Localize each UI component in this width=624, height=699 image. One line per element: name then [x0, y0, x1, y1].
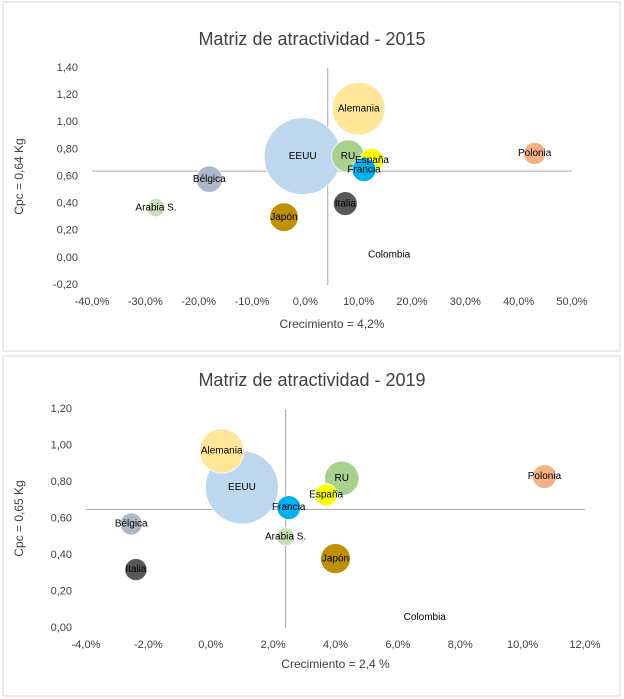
data-label: Arabia S.: [135, 202, 176, 213]
x-tick-label: -10,0%: [235, 296, 270, 308]
bubble: [276, 527, 296, 547]
bubble: [199, 428, 245, 474]
data-label: EEUU: [289, 151, 317, 162]
x-tick-label: -2,0%: [134, 639, 163, 651]
x-tick-label: 12,0%: [569, 639, 600, 651]
x-tick-label: 8,0%: [448, 639, 473, 651]
bubble: [119, 512, 143, 536]
data-label: Italia: [125, 564, 147, 575]
x-tick-label: 0,0%: [293, 296, 318, 308]
bubble: [532, 464, 557, 489]
x-tick-label: -40,0%: [75, 296, 110, 308]
bubble: [354, 249, 358, 253]
y-tick-label: 1,00: [57, 116, 78, 128]
x-axis-label: Crecimiento = 2,4 %: [281, 657, 390, 671]
x-tick-label: 2,0%: [261, 639, 286, 651]
bubble: [146, 198, 166, 218]
x-tick-label: -4,0%: [72, 639, 101, 651]
x-tick-label: 10,0%: [507, 639, 538, 651]
x-axis-label: Crecimiento = 4,2%: [279, 317, 384, 331]
x-tick-label: 50,0%: [556, 296, 587, 308]
chart-title: Matriz de atractividad - 2015: [198, 29, 425, 49]
x-tick-label: -30,0%: [128, 296, 163, 308]
data-label: Italia: [335, 198, 357, 209]
y-tick-label: 0,40: [57, 198, 78, 210]
y-axis-label: Cpc = 0,65 Kg: [12, 480, 26, 556]
bubble: [314, 483, 338, 507]
chart-title: Matriz de atractividad - 2019: [198, 370, 425, 390]
data-label: Alemania: [338, 103, 380, 114]
data-label: Japón: [322, 553, 349, 564]
data-label: Bélgica: [193, 174, 226, 185]
y-tick-label: 0,00: [51, 622, 72, 634]
y-tick-label: 1,40: [57, 62, 78, 74]
y-tick-label: 0,60: [51, 512, 72, 524]
bubble: [124, 558, 148, 582]
x-tick-label: 4,0%: [323, 639, 348, 651]
data-label: Polonia: [528, 471, 562, 482]
y-tick-label: 0,00: [57, 252, 78, 264]
bubble: [276, 495, 302, 520]
bubble: [523, 141, 547, 165]
data-label: RU: [335, 473, 349, 484]
data-label: Francia: [272, 502, 306, 513]
y-tick-label: 0,60: [57, 170, 78, 182]
y-tick-label: -0,20: [53, 279, 78, 291]
y-axis-label: Cpc = 0,64 Kg: [12, 138, 26, 214]
bubble: [269, 202, 299, 232]
data-label: España: [355, 155, 389, 166]
bubble: [195, 165, 223, 193]
x-tick-label: 30,0%: [450, 296, 481, 308]
bubble: [331, 81, 386, 136]
y-tick-label: 1,20: [57, 89, 78, 101]
data-label: Colombia: [404, 612, 447, 623]
data-label: Alemania: [201, 446, 243, 457]
bubble: [332, 191, 358, 216]
x-tick-label: 40,0%: [503, 296, 534, 308]
y-tick-label: 1,00: [51, 439, 72, 451]
x-tick-label: 20,0%: [396, 296, 427, 308]
y-tick-label: 1,20: [51, 403, 72, 415]
data-label: Arabia S.: [265, 531, 306, 542]
x-tick-label: 6,0%: [385, 639, 410, 651]
bubble: [389, 611, 394, 616]
x-tick-label: 10,0%: [343, 296, 374, 308]
y-tick-label: 0,20: [57, 225, 78, 237]
y-tick-label: 0,20: [51, 585, 72, 597]
data-label: Francia: [347, 164, 381, 175]
data-label: Colombia: [368, 250, 411, 261]
data-label: Japón: [270, 212, 297, 223]
data-label: Polonia: [518, 148, 552, 159]
data-label: EEUU: [228, 482, 256, 493]
x-tick-label: 0,0%: [198, 639, 223, 651]
data-label: España: [309, 489, 343, 500]
y-tick-label: 0,80: [51, 476, 72, 488]
data-label: Bélgica: [115, 519, 148, 530]
data-label: RU: [341, 151, 355, 162]
y-tick-label: 0,80: [57, 143, 78, 155]
bubble: [320, 543, 351, 575]
bubble: [351, 157, 377, 183]
panel: [2, 355, 621, 697]
x-tick-label: -20,0%: [181, 296, 216, 308]
y-tick-label: 0,40: [51, 549, 72, 561]
